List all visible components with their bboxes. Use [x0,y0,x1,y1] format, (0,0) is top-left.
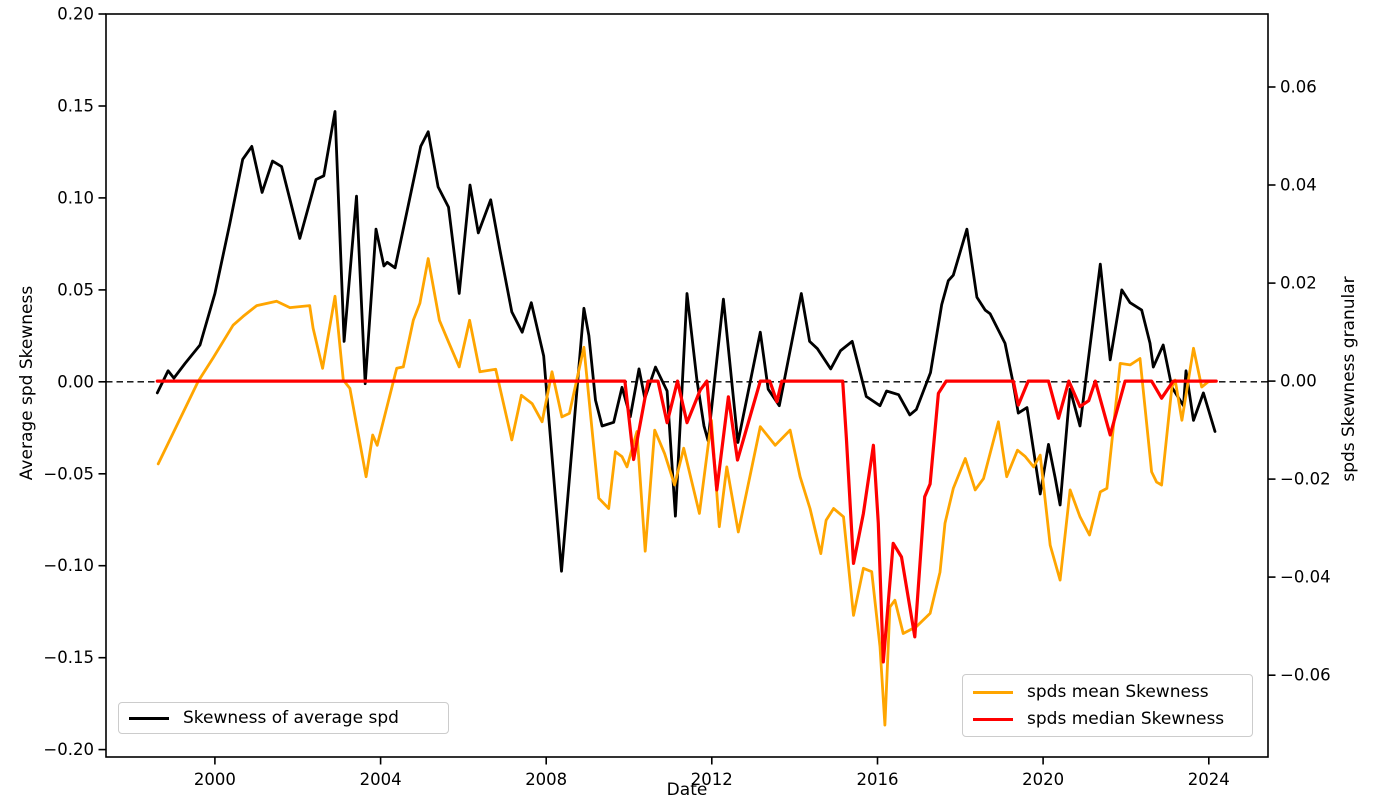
legend-item-spds-mean: spds mean Skewness [973,682,1252,702]
legend-item-skewness-of-average-spd: Skewness of average spd [129,708,399,728]
y-left-tick-label: −0.15 [43,648,94,667]
y-left-tick-label: 0.20 [57,5,94,24]
black-line-sample [129,716,169,720]
x-axis-title: Date [666,780,708,800]
y-axis-left-title: Average spd Skewness [17,285,37,481]
y-right-tick-label: 0.02 [1280,274,1317,293]
legend-item-spds-median: spds median Skewness [973,709,1252,729]
y-right-tick-label: 0.04 [1280,176,1317,195]
legend-average-spd: Skewness of average spd [118,702,449,734]
y-right-tick-label: −0.04 [1280,568,1331,587]
x-tick-label: 2008 [525,770,567,789]
y-right-tick-label: 0.06 [1280,78,1317,97]
y-axis-left: 0.20 0.15 0.10 0.05 0.00 −0.05 −0.10 −0.15 −0.20 [43,5,106,759]
y-axis-right: 0.06 0.04 0.02 0.00 −0.02 −0.04 −0.06 [1268,78,1331,685]
red-line-sample [973,717,1013,721]
x-axis: 2000 2004 2008 2012 2016 2020 2024 [194,757,1230,789]
series-line-0-skewness-of-average-spd [155,110,1217,573]
y-left-tick-label: 0.10 [57,188,94,207]
x-tick-label: 2004 [360,770,402,789]
x-tick-label: 2000 [194,770,236,789]
series-line-1-spds-mean-skewness [156,257,1218,727]
series-line-2-spds-median-skewness [155,379,1218,664]
x-tick-label: 2024 [1188,770,1230,789]
y-left-tick-label: −0.05 [43,464,94,483]
y-left-tick-label: −0.10 [43,556,94,575]
legend-spds: spds mean Skewness spds median Skewness [962,674,1253,737]
orange-line-sample [973,690,1013,694]
x-tick-label: 2012 [691,770,733,789]
x-tick-label: 2020 [1022,770,1064,789]
y-right-tick-label: −0.02 [1280,470,1331,489]
y-right-tick-label: −0.06 [1280,666,1331,685]
legend-label: Skewness of average spd [183,708,399,728]
y-axis-right-title: spds Skewness granular [1339,276,1359,482]
y-left-tick-label: 0.15 [57,97,94,116]
legend-label: spds median Skewness [1027,709,1225,729]
y-right-tick-label: 0.00 [1280,372,1317,391]
plot-frame [105,13,1269,758]
y-left-tick-label: −0.20 [43,740,94,759]
series-lines [155,110,1218,727]
x-tick-label: 2016 [857,770,899,789]
legend-label: spds mean Skewness [1027,682,1209,702]
y-left-tick-label: 0.00 [57,372,94,391]
y-left-tick-label: 0.05 [57,280,94,299]
